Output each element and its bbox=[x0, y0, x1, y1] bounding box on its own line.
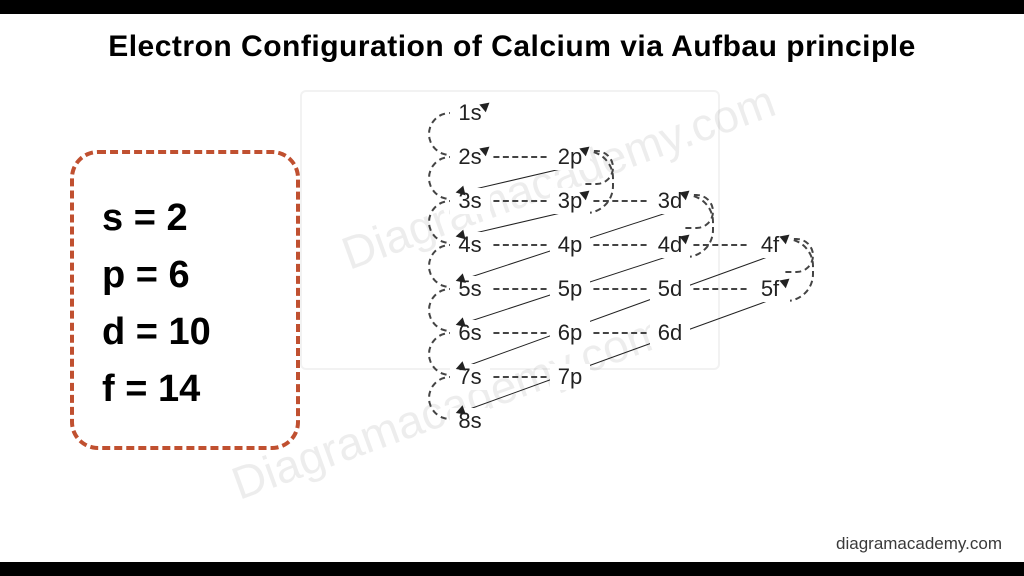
aufbau-diagram: 1s2s2p3s3p3d4s4p4d4f5s5p5d5f6s6p6d7s7p8s bbox=[430, 100, 950, 500]
orbital-6d: 6d bbox=[650, 320, 690, 346]
legend-item: s = 2 bbox=[102, 190, 268, 247]
connector-line bbox=[584, 332, 656, 334]
connector-line bbox=[460, 252, 780, 369]
connector-line bbox=[484, 244, 556, 246]
page-title: Electron Configuration of Calcium via Au… bbox=[0, 14, 1024, 74]
legend-item: p = 6 bbox=[102, 247, 268, 304]
connector-line bbox=[584, 288, 656, 290]
bottom-bar bbox=[0, 562, 1024, 576]
arrowhead-icon bbox=[454, 186, 465, 198]
legend-item: d = 10 bbox=[102, 304, 268, 361]
orbital-5d: 5d bbox=[650, 276, 690, 302]
orbital-7p: 7p bbox=[550, 364, 590, 390]
top-bar bbox=[0, 0, 1024, 14]
connector-line bbox=[484, 156, 556, 158]
orbital-6p: 6p bbox=[550, 320, 590, 346]
attribution: diagramacademy.com bbox=[836, 534, 1002, 554]
arrowhead-icon bbox=[454, 230, 465, 242]
connector-line bbox=[460, 296, 780, 413]
legend-item: f = 14 bbox=[102, 361, 268, 418]
connector-line bbox=[584, 244, 656, 246]
connector-line bbox=[484, 200, 556, 202]
connector-line bbox=[484, 332, 556, 334]
connector-line bbox=[484, 376, 556, 378]
legend-box: s = 2p = 6d = 10f = 14 bbox=[70, 150, 300, 450]
connector-line bbox=[484, 288, 556, 290]
orbital-4p: 4p bbox=[550, 232, 590, 258]
orbital-5p: 5p bbox=[550, 276, 590, 302]
connector-line bbox=[684, 288, 756, 290]
